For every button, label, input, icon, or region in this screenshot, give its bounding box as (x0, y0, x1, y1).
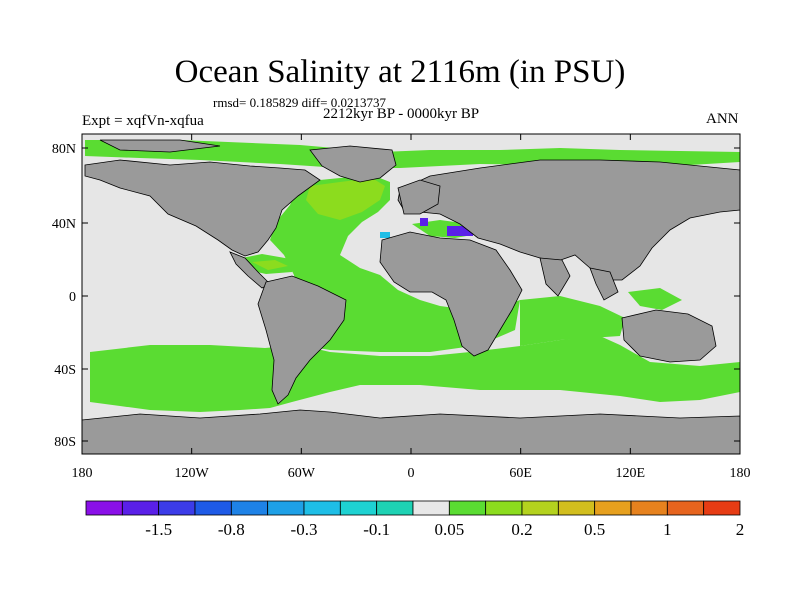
colorbar-label: -0.1 (363, 520, 390, 539)
season-label: ANN (706, 111, 739, 127)
y-tick-label: 40N (52, 217, 76, 232)
east-med-anomaly (447, 226, 473, 236)
x-tick-label: 120W (175, 466, 210, 481)
x-tick-label: 0 (408, 466, 415, 481)
southeast-asia (589, 267, 619, 301)
eurasia (397, 159, 741, 281)
colorbar-label: -0.3 (291, 520, 318, 539)
north-america (84, 159, 321, 257)
y-tick-label: 80S (54, 435, 76, 450)
colorbar-swatch (703, 500, 741, 516)
experiment-label: Expt = xqfVn-xqfua (82, 113, 204, 129)
map-title: Ocean Salinity at 2116m (in PSU) (174, 54, 626, 90)
land-masses (81, 139, 741, 455)
colorbar-label: -1.5 (145, 520, 172, 539)
colorbar-label: 2 (736, 520, 745, 539)
x-axis: 180 120W 60W 0 60E 120E 180 (72, 134, 751, 481)
stats-label: rmsd= 0.185829 diff= 0.0213737 (213, 95, 386, 110)
gibraltar-anomaly (380, 232, 390, 238)
africa (379, 231, 523, 357)
colorbar-swatch (267, 500, 305, 516)
greenland (309, 145, 397, 183)
colorbar-swatch (485, 500, 523, 516)
india (539, 257, 571, 297)
y-tick-label: 80N (52, 142, 76, 157)
positive-mid-regions (252, 178, 385, 270)
x-tick-label: 180 (72, 466, 93, 481)
colorbar-label: 0.2 (511, 520, 532, 539)
colorbar-label: -0.8 (218, 520, 245, 539)
colorbar-label: 1 (663, 520, 672, 539)
y-axis: 80N 40N 0 40S 80S (52, 142, 740, 450)
colorbar-swatch (448, 500, 487, 516)
australia (621, 309, 717, 363)
colorbar-swatch (594, 500, 632, 516)
colorbar-swatch (376, 500, 414, 516)
colorbar-swatch (666, 500, 705, 516)
colorbar: -1.5 -0.8 -0.3 -0.1 0.05 0.2 0.5 1 2 (85, 500, 745, 539)
colorbar-swatch (121, 500, 160, 516)
x-tick-label: 60E (509, 466, 532, 481)
colorbar-swatch (521, 500, 559, 516)
colorbar-swatch (412, 500, 450, 516)
y-tick-label: 40S (54, 363, 76, 378)
colorbar-label: 0.05 (434, 520, 464, 539)
x-tick-label: 60W (288, 466, 316, 481)
colorbar-swatch (557, 500, 596, 516)
west-med-anomaly (420, 218, 428, 226)
arctic-islands (99, 139, 221, 153)
colorbar-swatch (630, 500, 668, 516)
period-label: 2212kyr BP - 0000kyr BP (323, 106, 480, 122)
x-tick-label: 180 (730, 466, 751, 481)
indian-ocean-anomaly (520, 296, 625, 346)
colorbar-swatch (339, 500, 378, 516)
north-atlantic-mid-anomaly (306, 178, 385, 220)
colorbar-swatch (230, 500, 269, 516)
map-panel (81, 133, 741, 455)
colorbar-swatch (85, 500, 123, 516)
antarctica (81, 409, 741, 455)
colorbar-swatch (158, 500, 196, 516)
colorbar-swatch (303, 500, 341, 516)
south-america (257, 275, 347, 405)
indonesia-anomaly (628, 288, 682, 310)
colorbar-label: 0.5 (584, 520, 605, 539)
europe (397, 179, 441, 215)
x-tick-label: 120E (616, 466, 646, 481)
colorbar-swatch (194, 500, 232, 516)
southern-ocean-anomaly (90, 336, 740, 412)
y-tick-label: 0 (69, 290, 76, 305)
caribbean-mid-anomaly (252, 260, 288, 270)
